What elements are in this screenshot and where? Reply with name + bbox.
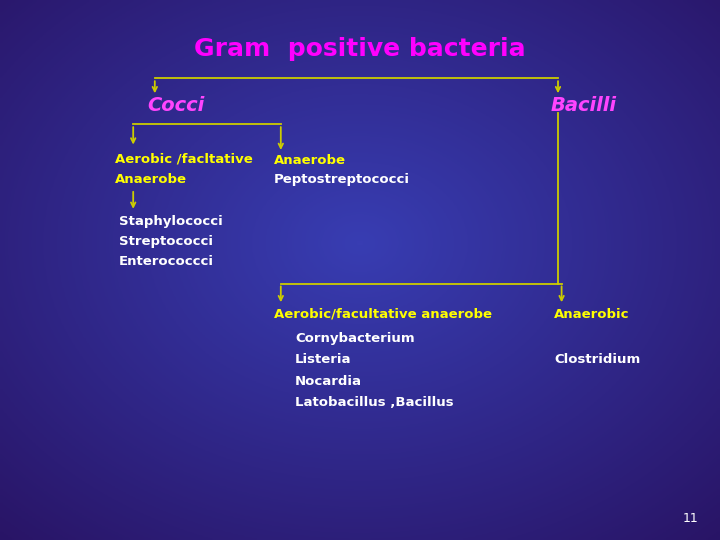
Text: Listeria: Listeria <box>295 353 351 366</box>
Text: Anaerobe: Anaerobe <box>115 173 187 186</box>
Text: Enterococcci: Enterococcci <box>119 255 214 268</box>
Text: Anaerobe: Anaerobe <box>274 154 346 167</box>
Text: Anaerobic: Anaerobic <box>554 308 630 321</box>
Text: Cornybacterium: Cornybacterium <box>295 332 415 345</box>
Text: Bacilli: Bacilli <box>551 96 617 115</box>
Text: 11: 11 <box>683 512 698 525</box>
Text: Nocardia: Nocardia <box>295 375 362 388</box>
Text: Peptostreptococci: Peptostreptococci <box>274 173 410 186</box>
Text: Clostridium: Clostridium <box>554 353 641 366</box>
Text: Aerobic /facltative: Aerobic /facltative <box>115 153 253 166</box>
Text: Aerobic/facultative anaerobe: Aerobic/facultative anaerobe <box>274 308 492 321</box>
Text: Streptococci: Streptococci <box>119 235 213 248</box>
Text: Cocci: Cocci <box>148 96 205 115</box>
Text: Latobacillus ,Bacillus: Latobacillus ,Bacillus <box>295 396 454 409</box>
Text: Staphylococci: Staphylococci <box>119 215 222 228</box>
Text: Gram  positive bacteria: Gram positive bacteria <box>194 37 526 60</box>
